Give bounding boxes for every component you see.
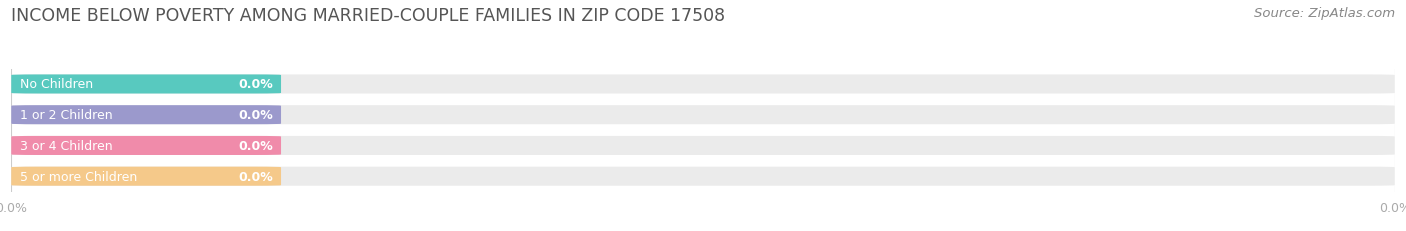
FancyBboxPatch shape [11,136,281,155]
Text: 1 or 2 Children: 1 or 2 Children [20,109,112,122]
Text: 0.0%: 0.0% [238,78,273,91]
Text: 0.0%: 0.0% [238,170,273,183]
FancyBboxPatch shape [11,75,1395,94]
Text: INCOME BELOW POVERTY AMONG MARRIED-COUPLE FAMILIES IN ZIP CODE 17508: INCOME BELOW POVERTY AMONG MARRIED-COUPL… [11,7,725,25]
Text: 0.0%: 0.0% [238,109,273,122]
FancyBboxPatch shape [11,136,1395,155]
Text: Source: ZipAtlas.com: Source: ZipAtlas.com [1254,7,1395,20]
Text: 3 or 4 Children: 3 or 4 Children [20,139,112,152]
FancyBboxPatch shape [11,75,281,94]
FancyBboxPatch shape [11,167,1395,186]
Text: No Children: No Children [20,78,93,91]
Text: 0.0%: 0.0% [238,139,273,152]
FancyBboxPatch shape [11,106,281,125]
FancyBboxPatch shape [11,106,1395,125]
Text: 5 or more Children: 5 or more Children [20,170,136,183]
FancyBboxPatch shape [11,167,281,186]
